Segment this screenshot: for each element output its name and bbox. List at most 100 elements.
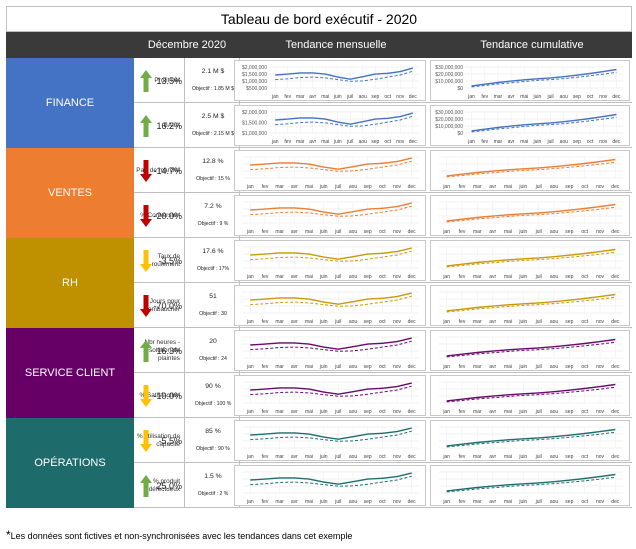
- value-box: 85 % Objectif : 90 %: [184, 418, 240, 463]
- series-line-target: [446, 341, 616, 358]
- variance-percent: 13.5%: [156, 75, 182, 86]
- x-tick-label: juil: [547, 94, 554, 100]
- x-tick-label: fev: [459, 184, 466, 190]
- variance-percent: -3.5%: [158, 255, 182, 266]
- series-line-target: [446, 206, 616, 223]
- x-tick-label: juil: [334, 274, 341, 280]
- series-line-actual: [446, 473, 616, 492]
- series-line-target: [250, 430, 412, 442]
- x-tick-label: jan: [442, 274, 450, 280]
- series-line-target: [250, 295, 412, 307]
- x-tick-label: aou: [550, 499, 559, 505]
- x-tick-label: dec: [408, 184, 417, 190]
- x-tick-label: mar: [473, 454, 482, 460]
- x-tick-label: mai: [504, 184, 512, 190]
- monthly-trend-chart: jan fev mar avr mai juin juil aou sep oct nov dec: [234, 375, 426, 416]
- chart-svg: jan fev mar avr mai juin juil aou sep oct nov dec: [243, 291, 419, 325]
- kpi-value: 1.5 %: [204, 473, 222, 480]
- x-tick-label: sep: [364, 499, 372, 505]
- monthly-trend-chart: jan fev mar avr mai juin juil aou sep oct nov dec: [234, 330, 426, 371]
- x-tick-label: aou: [349, 184, 358, 190]
- x-tick-label: juin: [333, 139, 342, 145]
- kpi-value: 2.5 M $: [201, 113, 225, 120]
- x-tick-label: aou: [550, 184, 559, 190]
- x-tick-label: mar: [494, 139, 503, 145]
- trend-arrow: [136, 238, 156, 283]
- x-tick-label: juil: [334, 499, 341, 505]
- x-tick-label: mai: [305, 454, 313, 460]
- kpi-label: Profit net: [154, 76, 180, 84]
- series-line-actual: [250, 157, 412, 170]
- x-tick-label: dec: [611, 409, 620, 415]
- x-tick-label: jan: [246, 274, 254, 280]
- x-tick-label: mar: [473, 274, 482, 280]
- x-tick-label: juin: [518, 184, 527, 190]
- cumulative-trend-chart: jan fev mar avr mai juin juil aou sep oct nov dec: [430, 420, 630, 461]
- x-tick-label: fev: [262, 454, 269, 460]
- x-tick-label: jan: [467, 139, 475, 145]
- x-tick-label: mai: [321, 94, 329, 100]
- x-tick-label: juin: [319, 229, 328, 235]
- x-tick-label: aou: [349, 364, 358, 370]
- series-line-target: [471, 116, 617, 133]
- monthly-trend-chart: jan fev mar avr mai juin juil aou sep oct nov dec: [234, 195, 426, 236]
- series-line-actual: [446, 203, 616, 222]
- x-tick-label: nov: [393, 274, 402, 280]
- cumulative-trend-chart: jan fev mar avr mai juin juil aou sep oct nov dec: [430, 330, 630, 371]
- kpi-objective: Objectif : 1.85 M $: [191, 86, 235, 92]
- variance-percent: -14.7%: [153, 165, 182, 176]
- kpi-objective: Objectif : 30: [199, 311, 227, 317]
- arrow-down-icon: [140, 384, 152, 407]
- x-tick-label: fev: [262, 274, 269, 280]
- x-tick-label: dec: [612, 94, 621, 100]
- chart-svg: jan fev mar avr mai juin juil aou sep oct nov dec: [243, 336, 419, 370]
- x-tick-label: jan: [246, 319, 254, 325]
- value-box: 90 % Objectif : 100 %: [184, 373, 240, 418]
- x-tick-label: aou: [550, 454, 559, 460]
- x-tick-label: jan: [246, 409, 254, 415]
- x-tick-label: nov: [596, 229, 605, 235]
- trend-arrow: [136, 58, 156, 103]
- x-tick-label: fev: [459, 409, 466, 415]
- x-tick-label: nov: [599, 139, 608, 145]
- monthly-trend-chart: jan fev mar avr mai juin juil aou sep oct nov dec: [234, 465, 426, 506]
- x-tick-label: sep: [364, 409, 372, 415]
- kpi-grid: FINANCE Profit net 13.5% 2.1 M $ Objectif : …: [6, 58, 632, 509]
- x-tick-label: mai: [520, 94, 528, 100]
- chart-svg: jan fev mar avr mai juin juil aou sep oct nov dec: [439, 291, 623, 325]
- x-tick-label: mar: [275, 454, 284, 460]
- x-tick-label: aou: [359, 94, 368, 100]
- x-tick-label: mai: [305, 184, 313, 190]
- x-tick-label: nov: [599, 94, 608, 100]
- x-tick-label: mai: [504, 274, 512, 280]
- x-tick-label: nov: [596, 409, 605, 415]
- x-tick-label: juin: [319, 364, 328, 370]
- chart-svg: jan fev mar avr mai juin juil aou sep oct nov dec: [243, 201, 419, 235]
- series-line-actual: [446, 248, 616, 267]
- x-tick-label: oct: [384, 139, 391, 145]
- x-tick-label: dec: [611, 499, 620, 505]
- x-tick-label: aou: [550, 364, 559, 370]
- x-tick-label: nov: [596, 499, 605, 505]
- header-cumulative-trend: Tendance cumulative: [480, 39, 584, 51]
- x-tick-label: juil: [535, 319, 542, 325]
- chart-svg: jan fev mar avr mai juin juil aou sep oct nov dec: [439, 381, 623, 415]
- x-tick-label: dec: [611, 364, 620, 370]
- category-operations: OPÉRATIONS: [6, 418, 134, 509]
- kpi-label: BAIIA: [163, 121, 180, 129]
- trend-arrow: [136, 418, 156, 463]
- value-box: 1.5 % Objectif : 2 %: [184, 463, 240, 508]
- x-tick-label: sep: [565, 364, 573, 370]
- x-tick-label: aou: [349, 499, 358, 505]
- x-tick-label: sep: [565, 184, 573, 190]
- y-tick-label: $2,000,000: [242, 110, 267, 116]
- variance-percent: -70.0%: [153, 300, 182, 311]
- x-tick-label: dec: [409, 94, 418, 100]
- x-tick-label: juin: [333, 94, 342, 100]
- header-bar: Décembre 2020 Tendance mensuelle Tendanc…: [6, 32, 632, 58]
- x-tick-label: avr: [508, 94, 515, 100]
- x-tick-label: juil: [334, 184, 341, 190]
- y-tick-label: $0: [457, 86, 463, 92]
- series-line-actual: [250, 202, 412, 215]
- category-finance: FINANCE: [6, 58, 134, 149]
